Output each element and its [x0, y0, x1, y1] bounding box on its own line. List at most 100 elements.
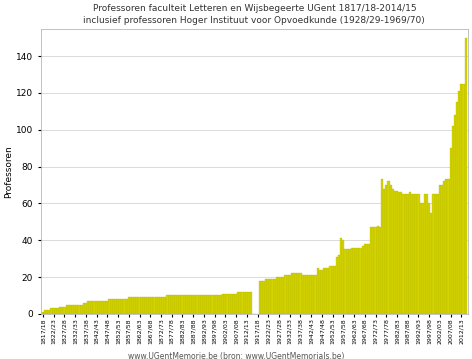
Bar: [370, 227, 372, 314]
Bar: [443, 181, 445, 314]
Bar: [242, 292, 244, 314]
Bar: [239, 292, 242, 314]
Bar: [51, 308, 53, 314]
Bar: [267, 279, 270, 314]
Bar: [160, 297, 162, 314]
Bar: [81, 305, 83, 314]
Bar: [222, 294, 224, 314]
Bar: [368, 244, 370, 314]
Bar: [310, 275, 312, 314]
Bar: [366, 244, 368, 314]
Bar: [106, 301, 109, 314]
Bar: [188, 295, 190, 314]
Bar: [452, 126, 454, 314]
Bar: [463, 84, 464, 314]
Bar: [355, 248, 357, 314]
Bar: [405, 194, 407, 314]
Bar: [297, 274, 299, 314]
Bar: [327, 268, 329, 314]
Bar: [130, 297, 132, 314]
Bar: [91, 301, 93, 314]
Bar: [265, 279, 267, 314]
Bar: [211, 295, 213, 314]
Bar: [381, 180, 383, 314]
Bar: [207, 295, 209, 314]
Bar: [377, 225, 379, 314]
Bar: [179, 295, 181, 314]
Bar: [141, 297, 143, 314]
Bar: [379, 227, 381, 314]
Bar: [201, 295, 203, 314]
Bar: [274, 279, 276, 314]
Bar: [173, 295, 175, 314]
Bar: [199, 295, 201, 314]
Bar: [46, 310, 48, 314]
Bar: [104, 301, 106, 314]
Bar: [306, 275, 308, 314]
Bar: [227, 294, 228, 314]
Bar: [83, 303, 85, 314]
Bar: [166, 295, 169, 314]
Bar: [228, 294, 231, 314]
Bar: [246, 292, 248, 314]
Bar: [205, 295, 207, 314]
Bar: [102, 301, 104, 314]
Bar: [76, 305, 78, 314]
Bar: [203, 295, 205, 314]
Bar: [398, 192, 400, 314]
Text: www.UGentMemorie.be (bron: www.UGentMemorials.be): www.UGentMemorie.be (bron: www.UGentMemo…: [128, 352, 344, 359]
Bar: [244, 292, 246, 314]
Bar: [374, 227, 377, 314]
Bar: [100, 301, 102, 314]
Bar: [95, 301, 98, 314]
Bar: [194, 295, 196, 314]
Bar: [87, 301, 89, 314]
Bar: [128, 297, 130, 314]
Bar: [428, 204, 430, 314]
Bar: [72, 305, 74, 314]
Bar: [456, 102, 458, 314]
Bar: [162, 297, 164, 314]
Bar: [403, 194, 405, 314]
Bar: [458, 91, 460, 314]
Bar: [53, 308, 55, 314]
Title: Professoren faculteit Letteren en Wijsbegeerte UGent 1817/18-2014/15
inclusief p: Professoren faculteit Letteren en Wijsbe…: [84, 4, 425, 25]
Bar: [389, 185, 392, 314]
Bar: [175, 295, 177, 314]
Bar: [85, 303, 87, 314]
Bar: [400, 192, 403, 314]
Bar: [278, 277, 280, 314]
Bar: [248, 292, 250, 314]
Bar: [270, 279, 271, 314]
Bar: [171, 295, 173, 314]
Bar: [184, 295, 185, 314]
Bar: [280, 277, 282, 314]
Bar: [109, 299, 110, 314]
Bar: [372, 227, 374, 314]
Bar: [325, 268, 327, 314]
Bar: [98, 301, 100, 314]
Bar: [415, 194, 417, 314]
Bar: [357, 248, 360, 314]
Bar: [55, 308, 57, 314]
Bar: [152, 297, 153, 314]
Bar: [334, 266, 336, 314]
Bar: [149, 297, 152, 314]
Bar: [284, 275, 287, 314]
Bar: [413, 194, 415, 314]
Bar: [132, 297, 134, 314]
Bar: [233, 294, 235, 314]
Bar: [237, 292, 239, 314]
Bar: [115, 299, 117, 314]
Bar: [156, 297, 158, 314]
Bar: [224, 294, 227, 314]
Bar: [439, 185, 441, 314]
Bar: [432, 194, 435, 314]
Bar: [303, 275, 306, 314]
Bar: [134, 297, 136, 314]
Bar: [388, 181, 389, 314]
Bar: [261, 281, 263, 314]
Bar: [143, 297, 145, 314]
Bar: [407, 194, 409, 314]
Bar: [119, 299, 121, 314]
